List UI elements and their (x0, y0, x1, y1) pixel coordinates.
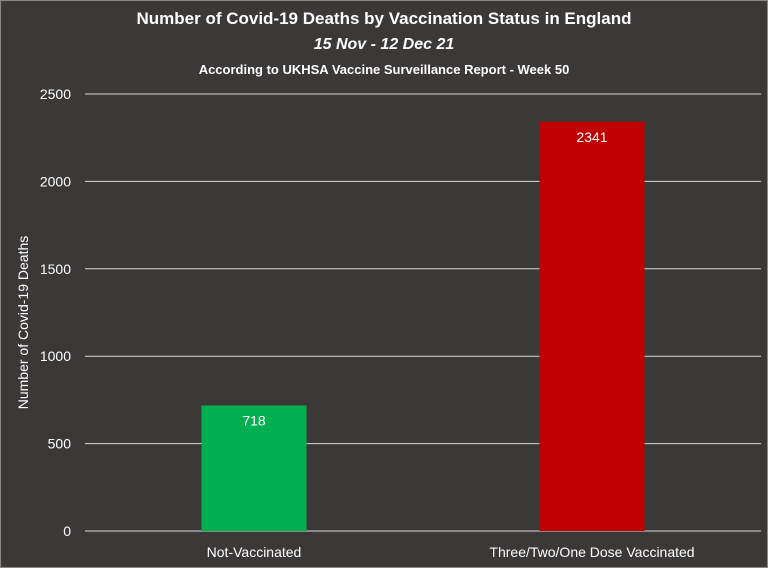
chart-title: Number of Covid-19 Deaths by Vaccination… (136, 9, 632, 28)
y-ticks: 0 500 1000 1500 2000 2500 (40, 86, 71, 539)
data-label: 2341 (576, 129, 607, 145)
gridlines (85, 93, 761, 532)
chart-source-subtitle: According to UKHSA Vaccine Surveillance … (198, 62, 570, 77)
y-tick-label: 2500 (40, 86, 71, 102)
data-label: 718 (242, 412, 266, 428)
y-axis-label: Number of Covid-19 Deaths (15, 236, 31, 410)
y-tick-label: 0 (63, 523, 71, 539)
chart-subtitle: 15 Nov - 12 Dec 21 (313, 36, 455, 53)
data-labels: 718 2341 (242, 129, 607, 429)
x-tick-label: Three/Two/One Dose Vaccinated (489, 544, 694, 560)
bar (539, 121, 645, 531)
y-tick-label: 1500 (40, 261, 71, 277)
y-tick-label: 500 (48, 436, 72, 452)
y-tick-label: 2000 (40, 173, 71, 189)
bars (201, 121, 645, 531)
x-ticks: Not-Vaccinated Three/Two/One Dose Vaccina… (207, 544, 695, 560)
y-tick-label: 1000 (40, 348, 71, 364)
bar (201, 405, 307, 531)
x-tick-label: Not-Vaccinated (207, 544, 302, 560)
